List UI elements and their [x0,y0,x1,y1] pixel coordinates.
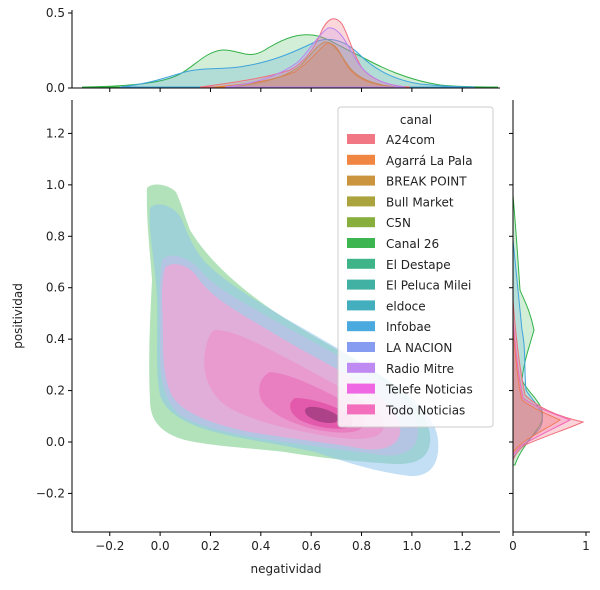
legend-swatch [347,258,375,269]
right-kde-canal26 [513,194,543,466]
kde-contour-core [305,406,339,423]
legend-label: Radio Mitre [386,362,454,376]
x-tick-label: 0.6 [302,539,321,553]
x-tick-label: −0.2 [95,539,124,553]
legend-label: BREAK POINT [386,175,467,189]
top-kde-mitre [224,27,406,88]
legend-swatch [347,321,375,332]
top-kde-agarra [214,42,396,88]
y-tick-label: 0.2 [46,384,65,398]
legend-swatch [347,404,375,415]
legend-swatch [347,154,375,165]
y-tick-label: 0.6 [46,281,65,295]
right-kde-todonoticias [513,319,572,456]
right-kde-agarra [513,329,561,453]
y-tick-label: 1.0 [46,178,65,192]
legend-label: Telefe Noticias [385,383,473,397]
top-y-tick-label: 0.0 [46,81,65,95]
y-tick-label: 0.4 [46,332,65,346]
top-kde-breakpoint [229,41,401,88]
top-y-tick-label: 0.5 [46,6,65,20]
top-marginal-densities [81,18,499,88]
legend-label: C5N [386,216,411,230]
right-x-tick-label: 1 [582,539,590,553]
top-marginal: 0.0 0.5 [46,6,500,95]
top-kde-canal26 [81,34,499,88]
legend-swatch [347,175,375,186]
y-axis-label: positividad [11,283,25,349]
legend-swatch [347,196,375,207]
legend: canal A24com Agarrá La Pala BREAK POINT Bul… [337,106,494,428]
legend-label: LA NACION [386,341,452,355]
legend-label: eldoce [386,299,426,313]
legend-label: Agarrá La Pala [386,154,473,168]
legend-entries: A24com Agarrá La Pala BREAK POINT Bull Mark… [347,133,473,417]
legend-swatch [347,134,375,144]
right-kde-a24com [513,299,585,461]
y-tick-label: 0.8 [46,229,65,243]
y-tick-label: 0.0 [46,435,65,449]
legend-swatch [347,217,375,228]
y-tick-label: 1.2 [46,126,65,140]
legend-label: Infobae [386,320,431,334]
y-tick-label: −0.2 [36,486,65,500]
legend-label: Todo Noticias [385,403,465,417]
right-x-tick-label: 0 [509,539,517,553]
x-axis-label: negatividad [250,562,321,576]
x-tick-label: 0.8 [352,539,371,553]
legend-title: canal [400,113,432,127]
right-marginal-densities [513,194,585,466]
x-tick-label: 0.0 [151,539,170,553]
legend-label: El Destape [386,258,451,272]
legend-swatch [347,279,375,290]
legend-swatch [347,383,375,394]
legend-swatch [347,300,375,311]
x-tick-label: 0.2 [201,539,220,553]
main-y-ticks: −0.2 0.0 0.2 0.4 0.6 0.8 1.0 1.2 [36,126,72,500]
legend-swatch [347,342,375,352]
legend-swatch [347,238,375,248]
legend-frame [337,106,494,428]
legend-label: El Peluca Milei [386,279,471,293]
legend-label: Canal 26 [386,237,439,251]
main-x-ticks: −0.2 0.0 0.2 0.4 0.6 0.8 1.0 1.2 [95,532,472,553]
legend-label: A24com [386,133,435,147]
legend-swatch [347,362,375,373]
legend-label: Bull Market [386,195,454,209]
x-tick-label: 0.4 [251,539,270,553]
x-tick-label: 1.0 [402,539,421,553]
x-tick-label: 1.2 [453,539,472,553]
top-marginal-ticks: 0.0 0.5 [46,6,463,95]
